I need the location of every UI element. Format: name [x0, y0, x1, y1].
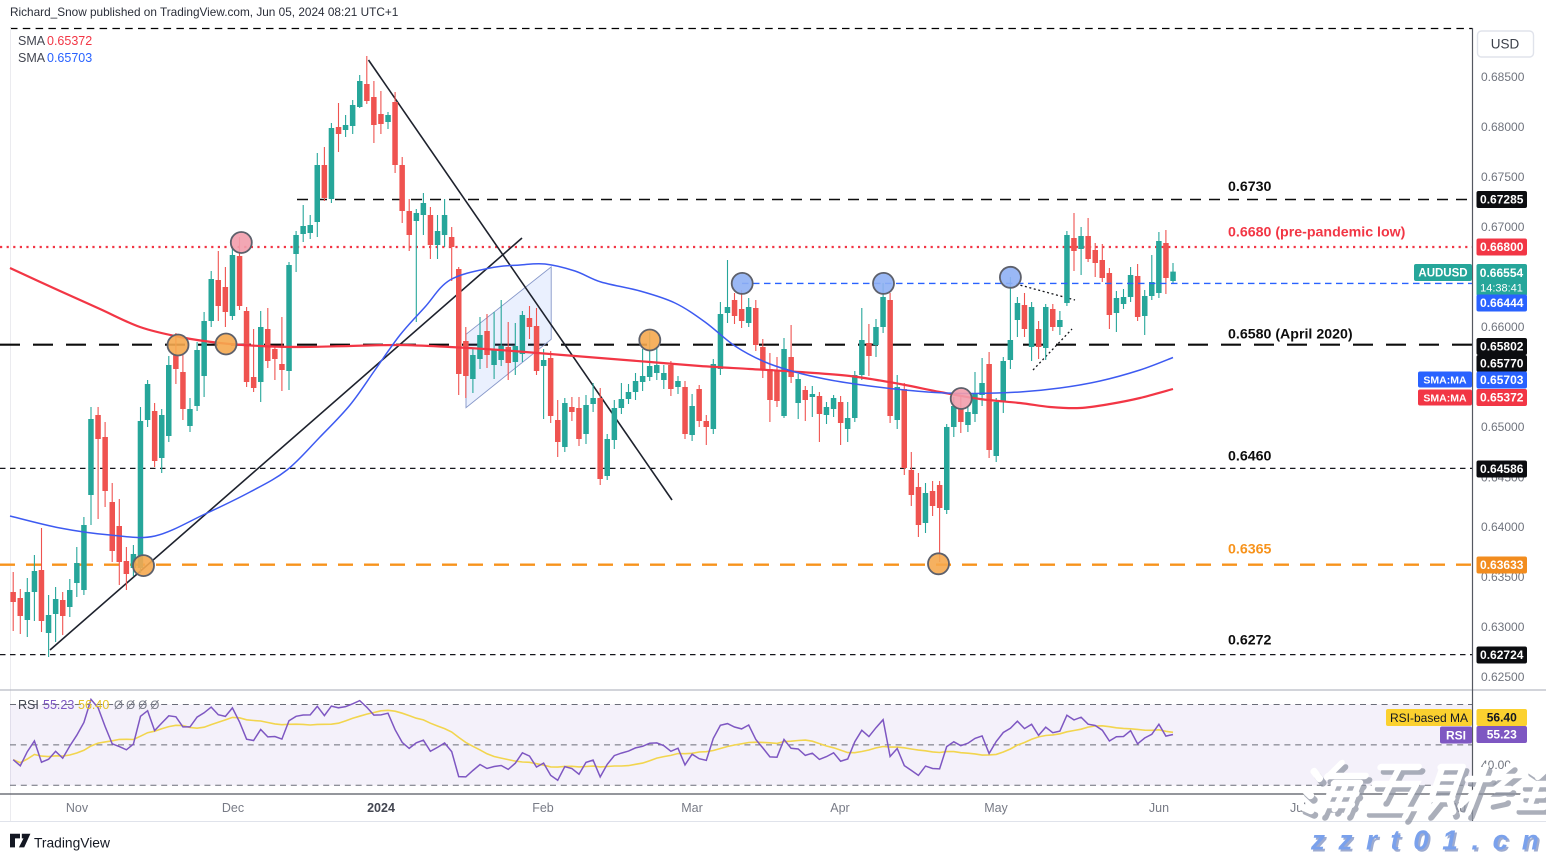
svg-text:0.65000: 0.65000 — [1481, 420, 1525, 434]
svg-text:0.63633: 0.63633 — [1480, 558, 1524, 572]
svg-text:0.6680 (pre-pandemic low): 0.6680 (pre-pandemic low) — [1228, 225, 1406, 241]
svg-text:0.67500: 0.67500 — [1481, 170, 1525, 184]
svg-text:SMA: SMA — [18, 51, 46, 65]
svg-text:Ø Ø Ø Ø: Ø Ø Ø Ø — [114, 700, 159, 712]
svg-text:Nov: Nov — [66, 801, 89, 815]
svg-text:0.65802: 0.65802 — [1480, 340, 1524, 354]
svg-text:RSI-based MA: RSI-based MA — [1390, 711, 1468, 725]
svg-text:0.66444: 0.66444 — [1480, 296, 1524, 310]
svg-text:0.65703: 0.65703 — [47, 51, 92, 65]
svg-text:55.23: 55.23 — [1487, 728, 1517, 742]
svg-text:SMA: SMA — [18, 34, 46, 48]
svg-text:zzrt01.cn: zzrt01.cn — [1310, 825, 1546, 856]
svg-text:0.6272: 0.6272 — [1228, 633, 1272, 649]
svg-text:56.40: 56.40 — [78, 698, 109, 712]
svg-text:0.66000: 0.66000 — [1481, 320, 1525, 334]
svg-text:0.62500: 0.62500 — [1481, 670, 1525, 684]
svg-text:0.65372: 0.65372 — [47, 34, 92, 48]
svg-text:55.23: 55.23 — [43, 698, 74, 712]
svg-text:14:38:41: 14:38:41 — [1480, 283, 1523, 295]
svg-text:Mar: Mar — [681, 801, 703, 815]
svg-text:0.67000: 0.67000 — [1481, 220, 1525, 234]
svg-text:0.6365: 0.6365 — [1228, 542, 1272, 558]
svg-text:Apr: Apr — [830, 801, 849, 815]
svg-text:0.68500: 0.68500 — [1481, 70, 1525, 84]
svg-text:0.68000: 0.68000 — [1481, 120, 1525, 134]
svg-text:0.64586: 0.64586 — [1480, 462, 1524, 476]
svg-text:SMA:MA: SMA:MA — [1423, 375, 1467, 387]
svg-text:56.40: 56.40 — [1487, 711, 1517, 725]
svg-text:0.64000: 0.64000 — [1481, 520, 1525, 534]
svg-text:0.6460: 0.6460 — [1228, 449, 1272, 465]
svg-text:0.65703: 0.65703 — [1480, 373, 1524, 387]
svg-text:Feb: Feb — [532, 801, 554, 815]
svg-text:0.6580 (April 2020): 0.6580 (April 2020) — [1228, 327, 1353, 343]
svg-text:0.66554: 0.66554 — [1480, 266, 1524, 280]
svg-text:TradingView: TradingView — [34, 836, 110, 851]
svg-text:zzrt01.cn: zzrt01.cn — [1312, 827, 1546, 858]
svg-text:AUDUSD: AUDUSD — [1418, 268, 1467, 280]
svg-text:May: May — [984, 801, 1008, 815]
svg-text:0.6730: 0.6730 — [1228, 179, 1272, 195]
svg-text:Jun: Jun — [1149, 801, 1169, 815]
svg-text:0.66800: 0.66800 — [1480, 240, 1524, 254]
svg-text:Richard_Snow published on Trad: Richard_Snow published on TradingView.co… — [10, 5, 398, 19]
svg-text:RSI: RSI — [18, 698, 39, 712]
svg-text:Dec: Dec — [222, 801, 244, 815]
svg-text:0.63000: 0.63000 — [1481, 620, 1525, 634]
svg-text:0.62724: 0.62724 — [1480, 648, 1524, 662]
svg-text:RSI: RSI — [1446, 729, 1466, 743]
svg-text:SMA:MA: SMA:MA — [1423, 393, 1467, 405]
svg-text:0.65372: 0.65372 — [1480, 391, 1524, 405]
svg-text:USD: USD — [1491, 37, 1520, 52]
svg-text:0.65770: 0.65770 — [1480, 357, 1524, 371]
svg-text:0.67285: 0.67285 — [1480, 193, 1524, 207]
svg-text:0.63500: 0.63500 — [1481, 570, 1525, 584]
svg-text:2024: 2024 — [367, 801, 395, 815]
